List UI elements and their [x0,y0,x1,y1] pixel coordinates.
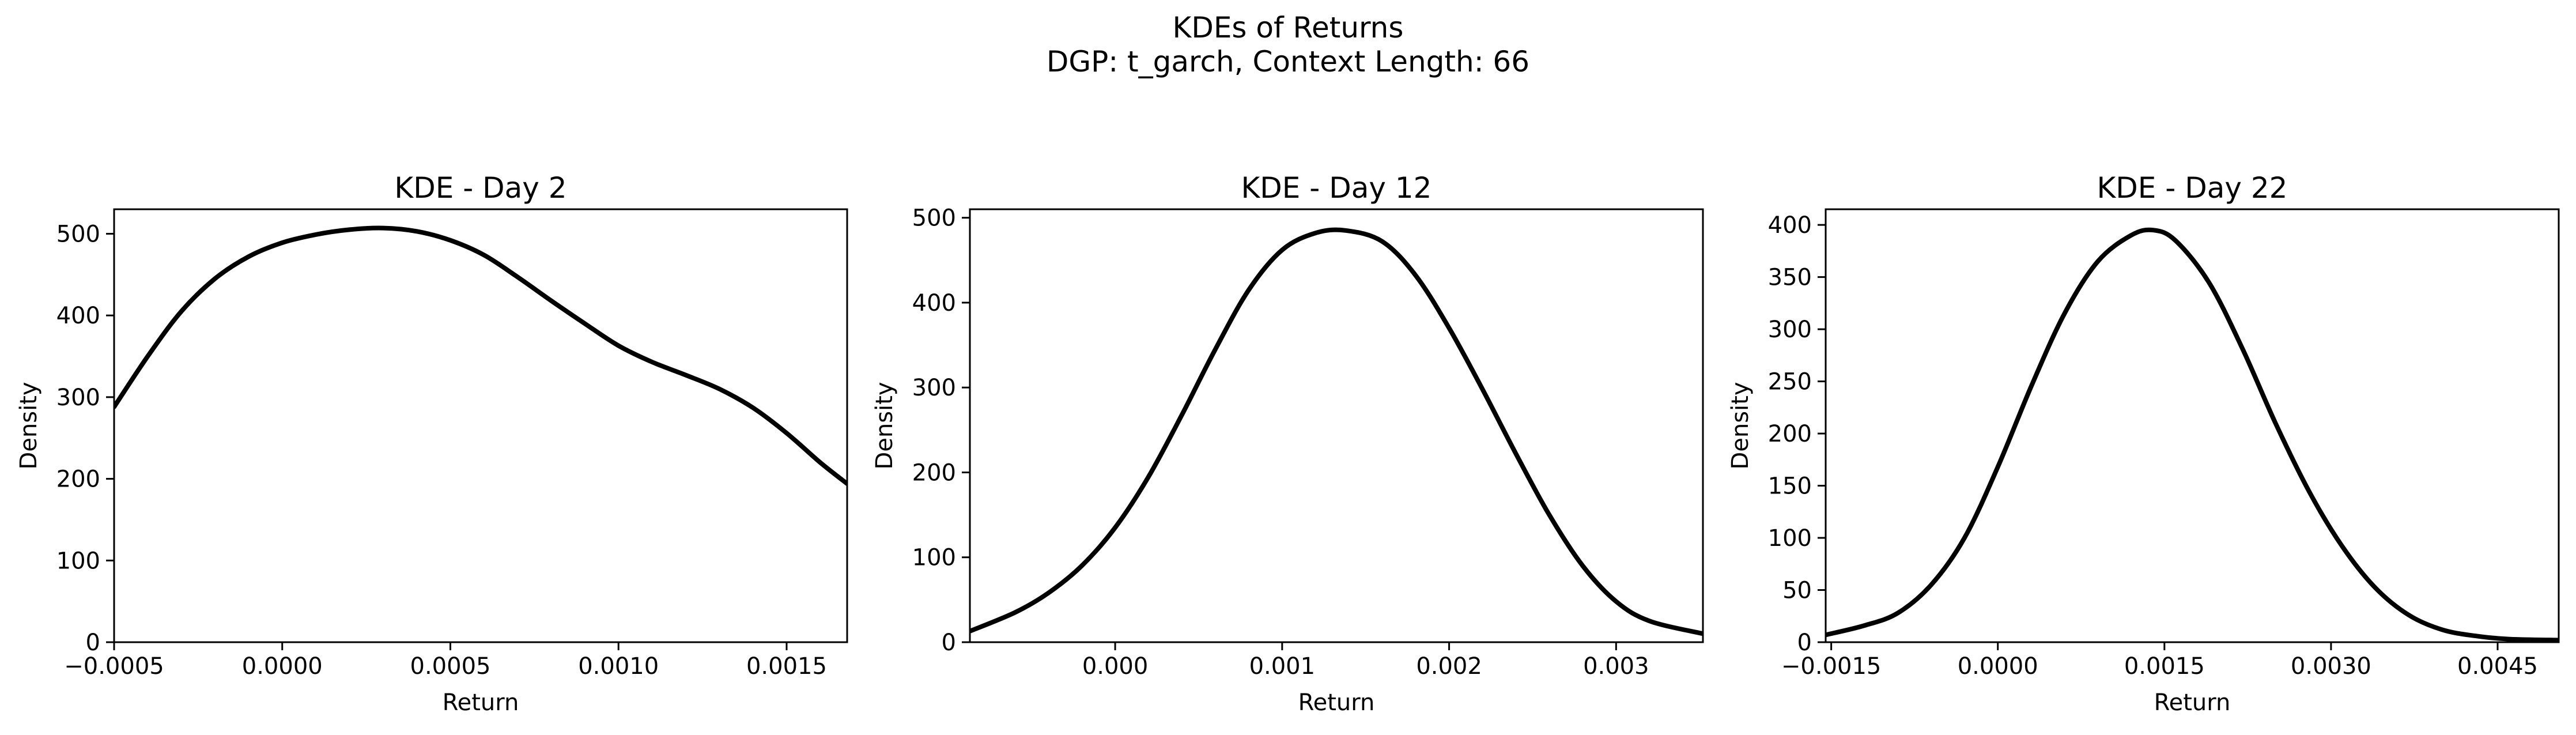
y-tick-label: 400 [912,290,956,316]
plot-frame [969,208,1704,643]
y-axis-label: Density [871,382,898,469]
y-tick-label: 0 [942,630,956,656]
y-tick-label: 500 [56,221,100,248]
x-axis-label: Return [443,689,519,716]
figure-subtitle: DGP: t_garch, Context Length: 66 [1047,45,1529,78]
x-tick-label: 0.0010 [578,653,659,680]
plot-frame [113,208,848,643]
y-tick-label: 400 [1768,212,1812,239]
subplot-1: KDE - Day 2 −0.0005 0.0000 0.0005 0.0010 0.00… [16,171,848,716]
y-tick-label: 0 [86,630,100,656]
y-axis-label: Density [16,382,42,469]
y-tick-label: 50 [1782,578,1812,604]
y-axis-label: Density [1727,382,1754,469]
y-tick-label: 250 [1768,369,1812,395]
y-tick-label: 300 [912,375,956,401]
x-tick-label: 0.0000 [1958,653,2038,680]
x-tick-label: 0.001 [1249,653,1316,680]
kde-curve-line [1826,227,2559,642]
y-tick-label: 0 [1797,630,1812,656]
y-tick-label: 200 [912,459,956,486]
subplot-title: KDE - Day 2 [394,171,566,205]
x-tick-label: 0.0045 [2457,653,2538,680]
y-tick-label: 150 [1768,473,1812,500]
subplot-3: KDE - Day 22 −0.0015 0.0000 0.0015 0.0030 0.0… [1727,171,2560,716]
y-tick-label: 300 [1768,316,1812,343]
y-tick-label: 200 [1768,421,1812,447]
x-tick-label: −0.0015 [1781,653,1881,680]
y-tick-label: 400 [56,303,100,329]
subplot-title: KDE - Day 12 [1241,171,1432,205]
plot-frame [1825,208,2560,643]
x-tick-label: 0.0000 [242,653,323,680]
x-tick-label: 0.000 [1082,653,1149,680]
x-axis-label: Return [2154,689,2231,716]
x-tick-label: 0.003 [1583,653,1649,680]
kde-curve-line [970,227,1703,636]
x-tick-label: −0.0005 [64,653,164,680]
y-tick-label: 100 [56,548,100,574]
y-tick-label: 500 [912,205,956,232]
y-tick-label: 350 [1768,265,1812,291]
x-tick-label: 0.0015 [746,653,827,680]
subplot-2: KDE - Day 12 0.000 0.001 0.002 0.003 0 100 200 3… [871,171,1704,716]
y-tick-label: 100 [912,545,956,571]
x-tick-label: 0.0030 [2291,653,2371,680]
x-axis-label: Return [1298,689,1375,716]
subplot-title: KDE - Day 22 [2097,171,2288,205]
figure-title: KDEs of Returns [1173,11,1404,44]
y-tick-label: 100 [1768,525,1812,552]
y-tick-label: 200 [56,466,100,493]
x-tick-label: 0.002 [1416,653,1482,680]
y-tick-label: 300 [56,385,100,411]
x-tick-label: 0.0015 [2124,653,2205,680]
x-tick-label: 0.0005 [410,653,491,680]
kde-curve-line [114,225,847,487]
subplot-grid: KDE - Day 2−0.0005 0.0000 0.0005 0.0010 0.00… [16,171,2560,716]
